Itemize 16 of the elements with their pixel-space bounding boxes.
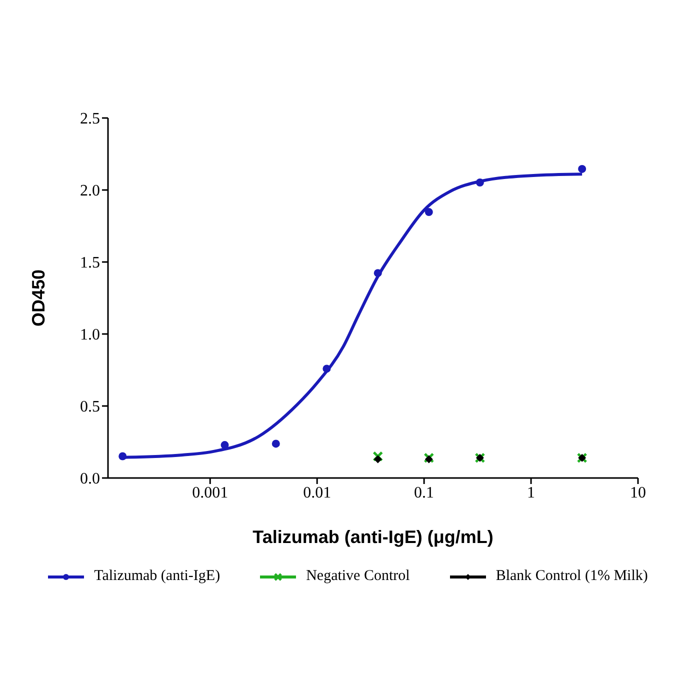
x-axis-title: Talizumab (anti-IgE) (μg/mL) — [252, 527, 494, 547]
legend-label: Negative Control — [306, 568, 410, 585]
y-axis-title: OD450 — [28, 269, 48, 327]
y-tick-label: 0.0 — [80, 470, 100, 488]
y-tick-label: 2.0 — [80, 182, 100, 200]
y-tick-label: 1.0 — [80, 326, 100, 344]
x-tick-label: 0.001 — [192, 484, 228, 502]
x-tick-label: 0.01 — [303, 484, 332, 502]
x-tick-label: 1 — [527, 484, 536, 502]
x-tick-label: 0.1 — [414, 484, 434, 502]
legend-label: Talizumab (anti-IgE) — [94, 568, 220, 585]
y-tick-label: 1.5 — [80, 254, 100, 272]
legend-label: Blank Control (1% Milk) — [496, 568, 648, 585]
y-tick-label: 0.5 — [80, 398, 100, 416]
x-tick-label: 10 — [630, 484, 646, 502]
y-tick-label: 2.5 — [80, 110, 100, 128]
